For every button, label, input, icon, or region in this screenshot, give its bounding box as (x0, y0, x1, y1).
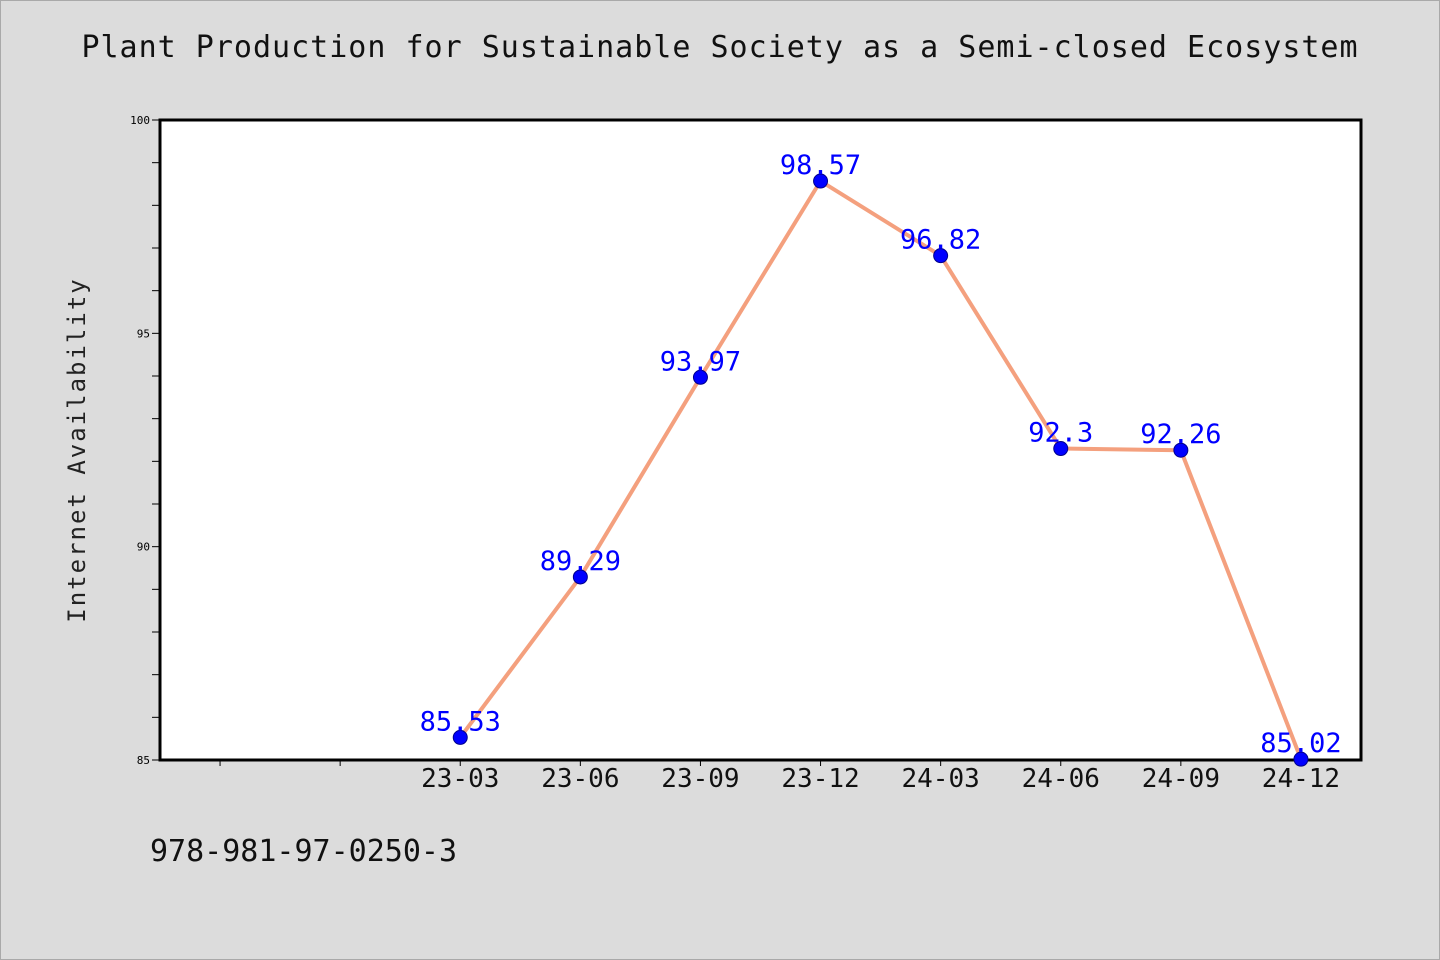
data-point (1173, 442, 1189, 458)
x-tick-label: 23-03 (421, 764, 499, 794)
data-point (933, 248, 949, 264)
y-tick-label: 90 (137, 541, 150, 554)
x-tick-label: 23-12 (781, 764, 859, 794)
data-label: 93.97 (660, 346, 741, 377)
data-label: 89.29 (540, 546, 621, 577)
y-axis: 85 90 95 100 (130, 114, 160, 767)
data-label: 92.3 (1028, 418, 1093, 449)
x-axis: 23-03 23-06 23-09 23-12 24-03 24-06 24-09 24-12 (219, 760, 1340, 794)
x-tick-label: 24-09 (1142, 764, 1220, 794)
x-tick-label: 24-03 (902, 764, 980, 794)
y-tick-label: 100 (130, 114, 150, 127)
data-label: 98.57 (780, 150, 861, 181)
data-label: 96.82 (900, 225, 981, 256)
x-tick-label: 23-09 (661, 764, 739, 794)
x-tick-label: 24-12 (1262, 764, 1340, 794)
data-point (572, 569, 588, 585)
data-label: 85.02 (1260, 728, 1341, 759)
data-point (452, 729, 468, 745)
data-point (1053, 441, 1069, 457)
data-label: 85.53 (420, 706, 501, 737)
data-point (1293, 751, 1309, 767)
data-point (692, 369, 708, 385)
plot-area (158, 118, 1363, 762)
footer-text: 978-981-97-0250-3 (150, 834, 458, 869)
x-tick-label: 24-06 (1022, 764, 1100, 794)
y-tick-label: 85 (137, 754, 150, 767)
y-tick-label: 95 (137, 327, 150, 340)
x-tick-label: 23-06 (541, 764, 619, 794)
data-label: 92.26 (1140, 419, 1221, 450)
data-point (813, 173, 829, 189)
y-axis-label: Internet Availability (63, 277, 91, 622)
series-line (458, 179, 1303, 760)
chart-title: Plant Production for Sustainable Society… (81, 30, 1359, 65)
series-layer: 85.53 89.29 93.97 98.57 96.82 92.3 92.26 85.02 (420, 150, 1342, 767)
